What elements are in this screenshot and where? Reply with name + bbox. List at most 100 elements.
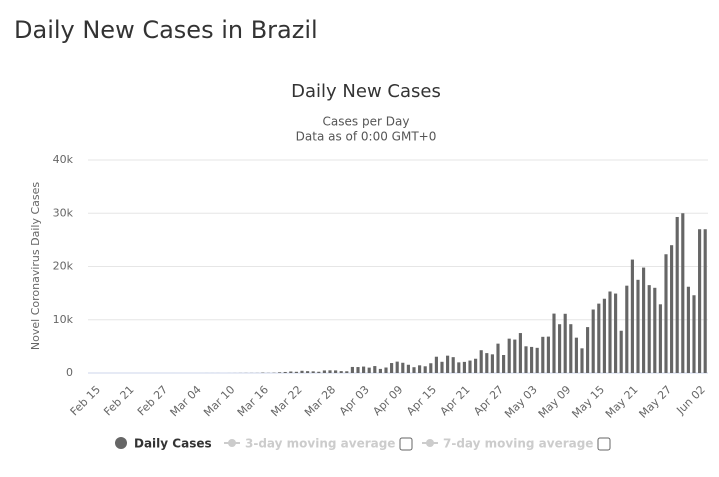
bar [636,280,639,373]
bar [530,347,533,373]
bar [412,367,415,373]
bar [435,357,438,373]
bar [351,367,354,373]
x-tick-label: Mar 10 [201,383,237,419]
bar [468,361,471,373]
bar [457,362,460,373]
chart-subtitle: Cases per Day [323,115,410,129]
bar [575,338,578,373]
bar [653,288,656,373]
bar [345,371,348,373]
bar [496,344,499,373]
bar [664,254,667,373]
bar [463,362,466,373]
bar [536,348,539,373]
x-tick-label: Mar 28 [302,383,338,419]
x-tick-label: May 03 [502,383,540,421]
x-tick-label: Apr 09 [370,383,405,418]
x-tick-label: May 27 [637,383,675,421]
bar [586,327,589,373]
bar [642,268,645,373]
bar [547,337,550,373]
bar [592,310,595,373]
chart-title: Daily New Cases [291,81,441,102]
legend-checkbox[interactable] [598,438,610,450]
bar [452,357,455,373]
bar [396,362,399,373]
x-tick-label: Apr 15 [404,383,439,418]
bar [384,368,387,373]
bar [424,366,427,373]
bar [407,365,410,373]
x-tick-label: Feb 21 [101,383,136,418]
bar [446,356,449,373]
bar [692,295,695,373]
legend-label[interactable]: 7-day moving average [443,437,593,451]
bar [418,365,421,373]
bar [390,363,393,373]
bar [564,314,567,373]
legend-label[interactable]: 3-day moving average [245,437,395,451]
legend-marker [228,439,236,447]
bar [625,286,628,373]
page-heading: Daily New Cases in Brazil [14,16,318,44]
bar [300,371,303,373]
bar [401,363,404,373]
x-tick-label: Jun 02 [673,383,707,417]
bar [480,350,483,373]
y-tick-label: 40k [53,153,74,166]
legend-marker [426,439,434,447]
bar [513,340,516,373]
y-axis-label: Novel Coronavirus Daily Cases [29,182,42,350]
bar [356,367,359,373]
legend-marker [115,437,127,449]
x-tick-label: Mar 22 [268,383,304,419]
bar [608,292,611,373]
bar [306,371,309,373]
bar [614,294,617,373]
legend-label[interactable]: Daily Cases [134,437,212,451]
bar [440,362,443,373]
legend-checkbox[interactable] [400,438,412,450]
bar [284,372,287,373]
y-tick-label: 30k [53,206,74,219]
bar [681,213,684,373]
x-tick-label: Apr 21 [438,383,473,418]
bar [429,363,432,373]
bar [698,229,701,373]
y-tick-label: 10k [53,313,74,326]
bar [603,299,606,373]
bar [485,353,488,373]
bar [323,370,326,373]
bar [597,304,600,373]
x-tick-label: Mar 16 [235,383,271,419]
bar [508,339,511,373]
x-tick-label: Mar 04 [168,383,204,419]
bar [580,348,583,373]
bar [278,372,281,373]
bar [328,370,331,373]
x-tick-label: May 21 [603,383,641,421]
bar [631,260,634,373]
bar [659,304,662,373]
bar [373,366,376,373]
bar [676,217,679,373]
bar [687,287,690,373]
bar [704,229,707,373]
x-tick-label: Feb 27 [135,383,170,418]
bar [379,369,382,373]
bar [491,354,494,373]
bar [552,314,555,373]
bar [558,324,561,373]
bar [524,346,527,373]
y-tick-label: 0 [66,366,73,379]
bar [541,337,544,373]
bar [519,333,522,373]
x-tick-label: May 15 [569,383,607,421]
bar [648,285,651,373]
bar [334,370,337,373]
bar [474,359,477,373]
bar [569,324,572,373]
